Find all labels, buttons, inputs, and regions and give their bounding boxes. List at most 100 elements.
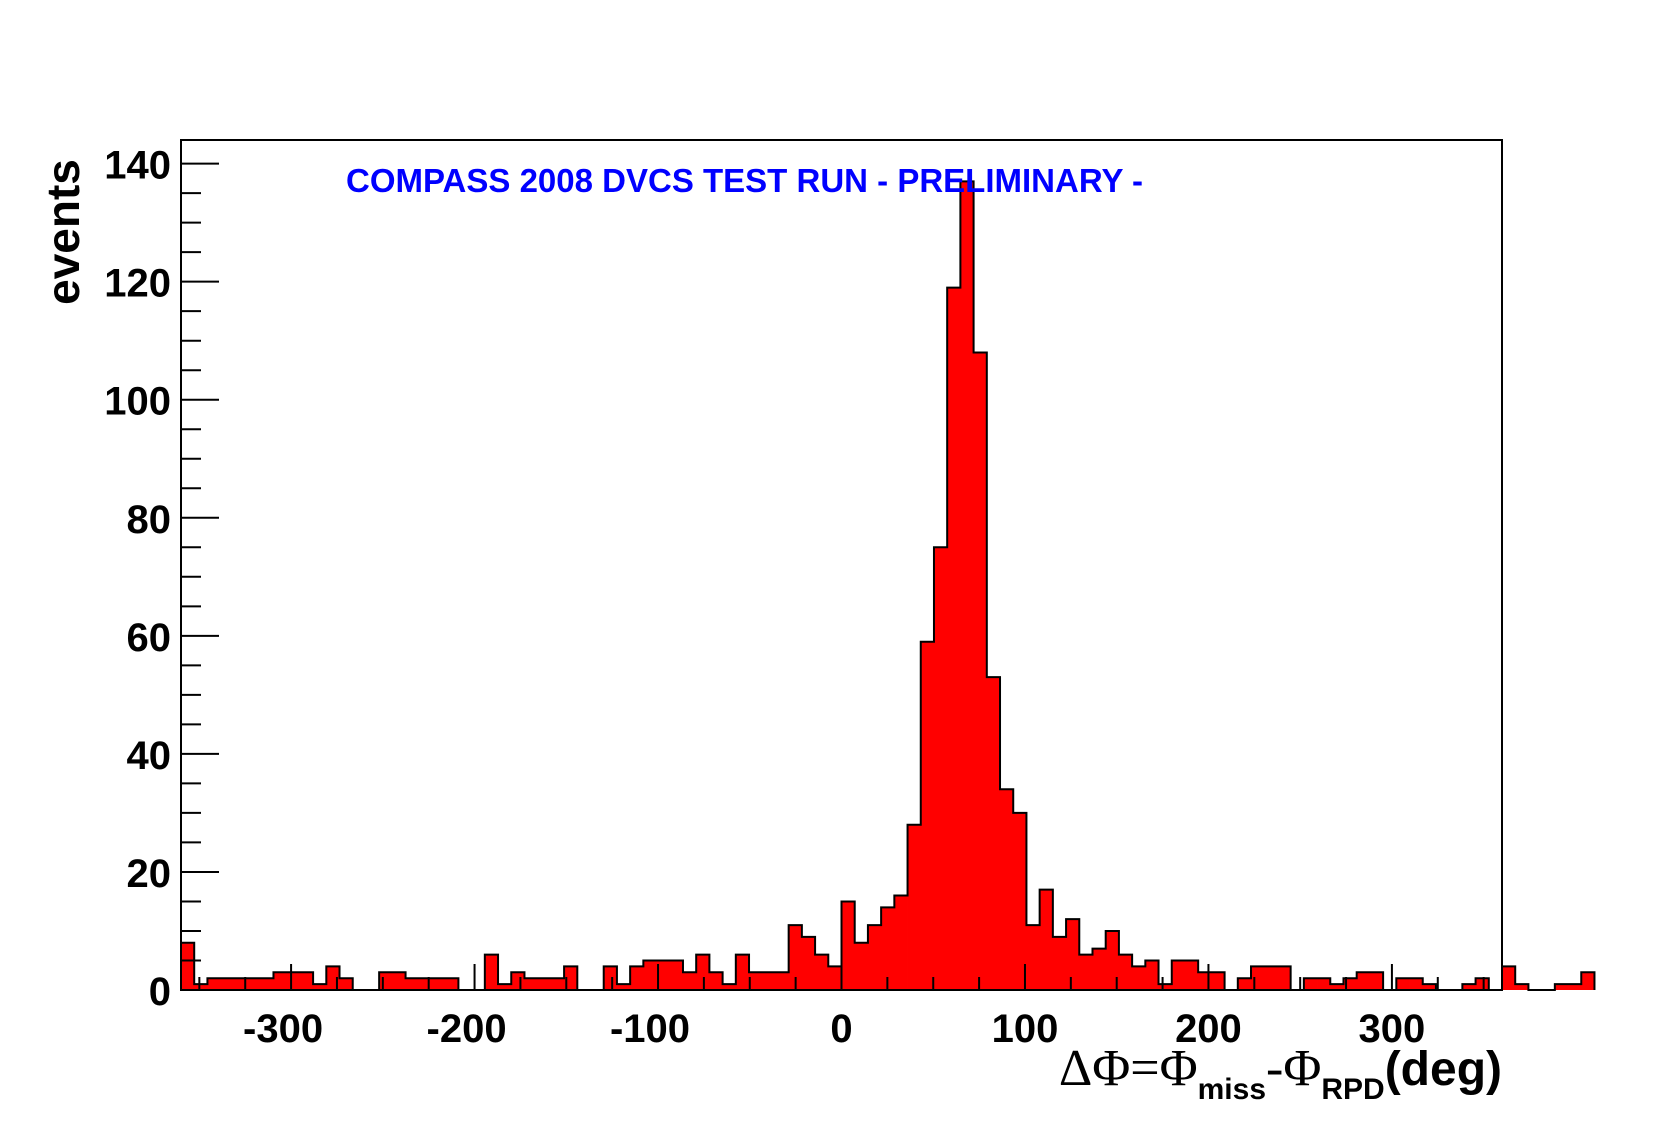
histogram-bar — [1026, 925, 1041, 990]
histogram-bar — [1079, 954, 1093, 990]
histogram-bar — [960, 181, 974, 990]
histogram-bar — [1581, 972, 1595, 990]
histogram-bar — [1515, 984, 1529, 990]
histogram-bar — [405, 978, 420, 990]
y-tick-label: 40 — [127, 734, 172, 778]
histogram-bar — [986, 677, 1001, 990]
x-label-sub-miss: miss — [1198, 1073, 1266, 1106]
histogram-bar — [682, 972, 697, 990]
histogram-bar — [696, 954, 710, 990]
histogram-bar — [815, 954, 829, 990]
x-tick-label: -100 — [610, 1007, 690, 1051]
x-axis-label: ΔΦ=Φmiss-ΦRPD(deg) — [1059, 1040, 1502, 1106]
histogram-bar — [1422, 984, 1437, 990]
histogram-bar — [1317, 978, 1331, 990]
histogram-bar — [1356, 972, 1371, 990]
plot-frame — [180, 139, 1503, 991]
histogram-bar — [1264, 966, 1278, 990]
x-axis: -300 -200 -100 0 100 200 300 — [198, 964, 1485, 1051]
histogram-bar — [854, 942, 869, 990]
histogram-bar — [339, 978, 354, 990]
histogram-bar — [260, 978, 274, 990]
histogram-bar — [1000, 789, 1014, 990]
histogram-bar — [1145, 960, 1159, 990]
histogram-bar — [801, 936, 816, 990]
histogram-bar — [1171, 960, 1186, 990]
histogram-bar — [828, 966, 842, 990]
x-tick-label: -200 — [427, 1007, 507, 1051]
histogram-bar — [709, 972, 724, 990]
histogram-bar — [1409, 978, 1424, 990]
histogram-bar — [1554, 984, 1569, 990]
x-label-middle: -Φ — [1266, 1040, 1321, 1097]
x-label-unit: (deg) — [1385, 1043, 1502, 1096]
y-axis: 0 20 40 60 80 100 120 140 — [104, 144, 219, 1014]
histogram-bar — [841, 901, 856, 990]
histogram-bar — [643, 960, 657, 990]
histogram-bar — [722, 984, 737, 990]
histogram-bar — [1039, 889, 1054, 990]
x-tick-label: 200 — [1175, 1007, 1242, 1051]
histogram-bar — [181, 942, 195, 990]
histogram-bar — [762, 972, 776, 990]
histogram-bar — [1092, 948, 1107, 990]
x-label-prefix: ΔΦ=Φ — [1059, 1040, 1198, 1097]
y-tick-label: 60 — [127, 616, 172, 660]
histogram-bars — [180, 180, 1596, 991]
histogram-bar — [564, 966, 578, 990]
histogram-bar — [418, 978, 433, 990]
histogram-bar — [1052, 936, 1067, 990]
histogram-bar — [973, 352, 988, 990]
histogram-bar — [1396, 978, 1410, 990]
histogram-bar — [1568, 984, 1582, 990]
histogram-bar — [550, 978, 565, 990]
chart-title: COMPASS 2008 DVCS TEST RUN - PRELIMINARY… — [346, 162, 1143, 199]
histogram-bar — [207, 978, 222, 990]
histogram-bar — [1237, 978, 1252, 990]
y-tick-label: 140 — [104, 144, 171, 188]
histogram-bar — [273, 972, 288, 990]
histogram-bar — [1013, 812, 1027, 990]
histogram-bar — [1475, 978, 1490, 990]
histogram-bar — [656, 960, 671, 990]
histogram-bar — [735, 954, 750, 990]
histogram-bar — [286, 972, 301, 990]
histogram-bar — [233, 978, 248, 990]
y-axis-label: events — [37, 159, 89, 305]
histogram-bar — [247, 978, 261, 990]
histogram-bar — [392, 972, 406, 990]
histogram-bar — [511, 972, 525, 990]
histogram-bar — [1211, 972, 1225, 990]
y-tick-label: 120 — [104, 262, 171, 306]
histogram-bar — [788, 925, 803, 990]
histogram-bar — [1251, 966, 1265, 990]
histogram-bar — [1184, 960, 1199, 990]
histogram-bar — [194, 984, 208, 990]
histogram-bar — [1132, 966, 1146, 990]
histogram-bar — [1369, 972, 1384, 990]
histogram-bar — [1303, 978, 1318, 990]
histogram-bar — [1158, 984, 1173, 990]
y-tick-label: 0 — [149, 970, 171, 1014]
histogram-bar — [894, 895, 908, 990]
histogram-bar — [1198, 972, 1212, 990]
histogram-bar — [220, 978, 235, 990]
y-tick-label: 80 — [127, 498, 172, 542]
histogram-bar — [907, 824, 922, 990]
histogram-bar — [630, 966, 644, 990]
histogram-bar — [947, 287, 961, 990]
histogram-bar — [524, 978, 539, 990]
histogram-outline — [180, 180, 1596, 991]
x-tick-label: 0 — [830, 1007, 852, 1051]
histogram-bar — [603, 966, 618, 990]
histogram-bar — [616, 984, 631, 990]
histogram-bar — [299, 972, 314, 990]
histogram-bar — [1118, 954, 1133, 990]
histogram-bar — [775, 972, 790, 990]
histogram-bar — [1277, 966, 1292, 990]
histogram-bar — [484, 954, 499, 990]
histogram-bar — [1462, 984, 1476, 990]
x-tick-label: 100 — [992, 1007, 1059, 1051]
histogram-bar — [1502, 966, 1516, 990]
